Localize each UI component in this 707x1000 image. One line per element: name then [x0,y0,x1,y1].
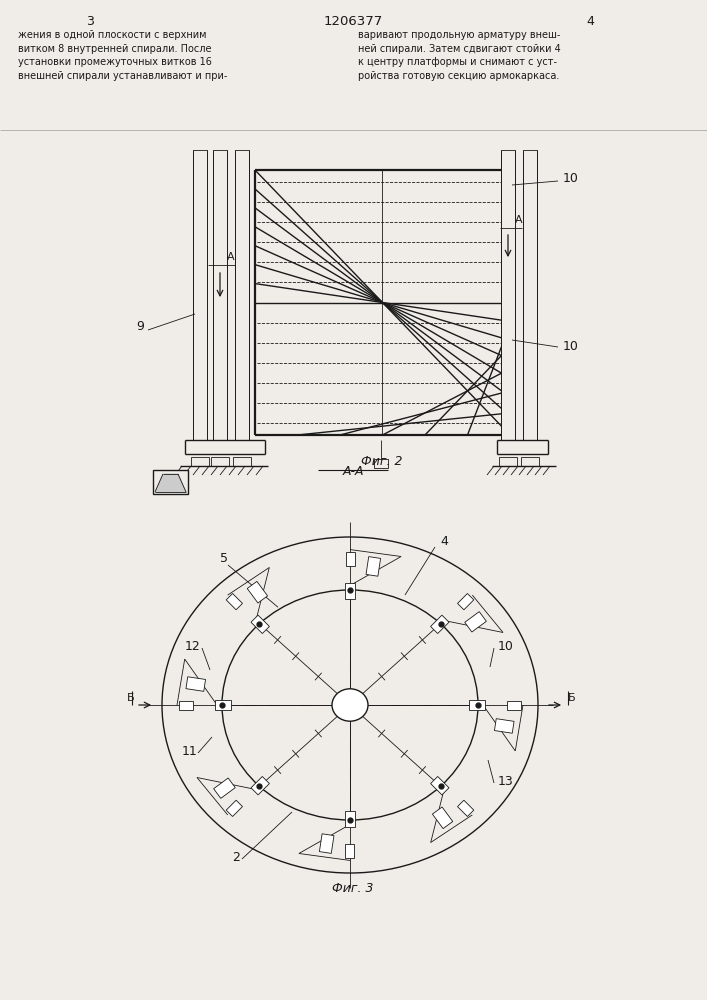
Polygon shape [494,719,514,733]
Bar [213,150,227,440]
Bar [233,457,251,466]
Polygon shape [186,677,206,691]
Polygon shape [345,811,355,827]
Text: 9: 9 [136,320,144,333]
Polygon shape [464,612,486,632]
Bar [521,457,539,466]
Text: A: A [227,252,235,262]
Text: Б: Б [127,693,134,703]
Bar [235,150,249,440]
Polygon shape [251,615,269,634]
Text: Б: Б [568,693,575,703]
Text: А-А: А-А [342,465,363,478]
Polygon shape [155,474,186,492]
Polygon shape [214,778,235,798]
Bar [153,470,188,494]
Bar [193,150,207,440]
Polygon shape [457,800,474,816]
Text: 10: 10 [563,172,579,185]
Polygon shape [366,557,380,576]
Polygon shape [433,807,452,829]
Polygon shape [226,800,243,816]
Polygon shape [457,594,474,610]
Polygon shape [346,552,354,566]
Polygon shape [469,700,485,710]
Polygon shape [431,615,449,634]
Text: Фиг. 3: Фиг. 3 [332,882,374,895]
Polygon shape [226,594,243,610]
Text: 5: 5 [220,552,228,565]
Bar [501,150,515,440]
Polygon shape [247,581,267,603]
Text: 1206377: 1206377 [323,15,382,28]
Text: 4: 4 [440,535,448,548]
Text: 2: 2 [232,851,240,864]
Bar [499,457,517,466]
Polygon shape [320,834,334,853]
Polygon shape [215,700,231,710]
Text: жения в одной плоскости с верхним
витком 8 внутренней спирали. После
установки п: жения в одной плоскости с верхним витком… [18,30,228,81]
Text: 10: 10 [498,640,514,653]
Text: 11: 11 [182,745,198,758]
Bar [523,150,537,440]
Text: 12: 12 [185,640,201,653]
Text: 13: 13 [498,775,514,788]
Text: варивают продольную арматуру внеш-
ней спирали. Затем сдвигают стойки 4
к центру: варивают продольную арматуру внеш- ней с… [358,30,561,81]
Polygon shape [506,701,520,710]
Polygon shape [251,776,269,795]
Text: 3: 3 [86,15,94,28]
Bar [211,457,229,466]
Bar [374,459,388,468]
Polygon shape [345,583,355,599]
Bar [191,457,209,466]
Text: Фиг. 2: Фиг. 2 [361,455,403,468]
Polygon shape [180,700,194,710]
Text: A: A [515,215,522,225]
Text: 4: 4 [586,15,594,28]
Polygon shape [431,776,449,795]
Ellipse shape [332,689,368,721]
Text: 10: 10 [563,340,579,353]
Polygon shape [346,844,354,858]
